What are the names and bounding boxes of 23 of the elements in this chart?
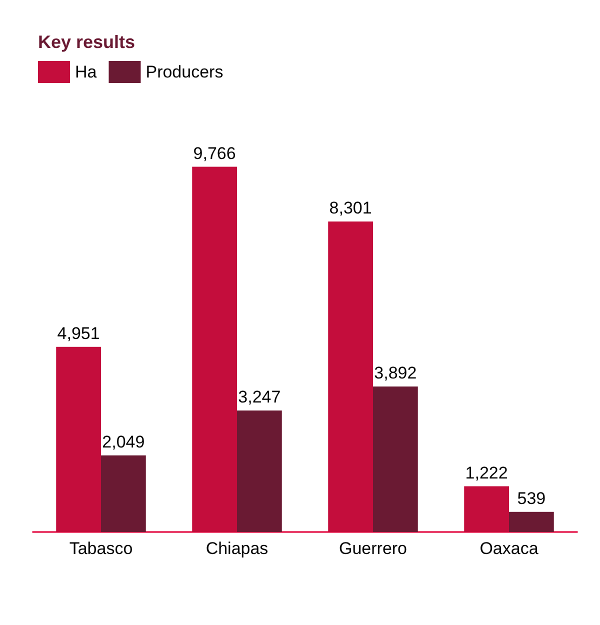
- data-label: 3,892: [374, 363, 417, 382]
- x-tick-label: Oaxaca: [480, 539, 539, 558]
- data-label: 9,766: [193, 144, 236, 163]
- bar: [373, 386, 418, 532]
- bar: [464, 486, 509, 532]
- data-label: 3,247: [238, 388, 281, 407]
- bar: [192, 166, 237, 532]
- bar: [101, 455, 146, 532]
- x-tick-label: Guerrero: [338, 539, 408, 558]
- x-tick-label: Chiapas: [206, 539, 268, 558]
- data-label: 8,301: [329, 198, 372, 218]
- bar: [328, 222, 373, 532]
- bar: [237, 410, 282, 532]
- data-label: 1,222: [465, 463, 508, 482]
- data-label: 539: [517, 488, 546, 508]
- bar: [509, 512, 554, 532]
- x-tick-label: Tabasco: [69, 539, 133, 558]
- data-label: 4,951: [57, 324, 100, 343]
- legend-label: Ha: [75, 62, 98, 82]
- legend-label: Producers: [146, 62, 224, 82]
- bar: [56, 346, 101, 532]
- data-label: 2,049: [102, 432, 145, 452]
- chart-title: Key results: [38, 32, 136, 52]
